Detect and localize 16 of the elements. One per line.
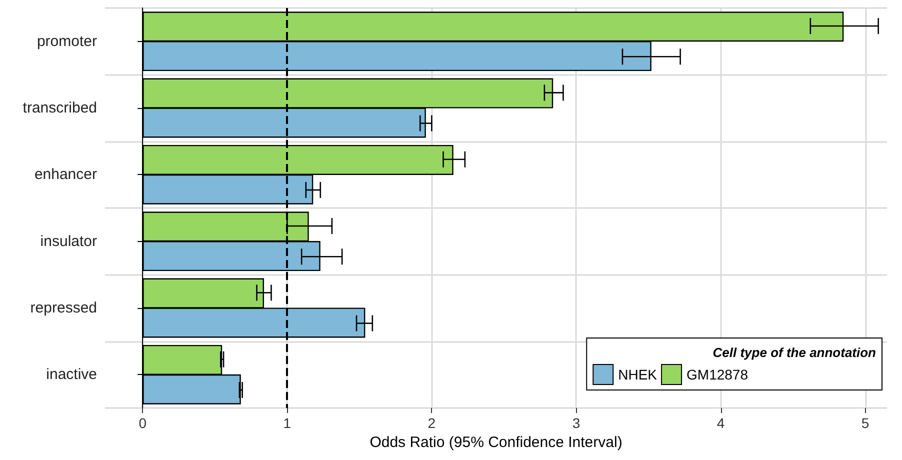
y-tick-label: transcribed <box>22 100 97 116</box>
legend-label: GM12878 <box>686 366 748 382</box>
x-tick-label: 3 <box>572 415 580 431</box>
y-tick-label: insulator <box>40 232 97 250</box>
y-tick-label: inactive <box>46 366 97 384</box>
x-tick-label: 4 <box>716 415 725 431</box>
y-tick-label: promoter <box>36 32 97 50</box>
legend-label: NHEK <box>618 366 658 382</box>
x-tick-label: 1 <box>283 415 292 431</box>
y-tick-label: enhancer <box>34 166 97 184</box>
x-tick-label: 5 <box>861 415 870 431</box>
legend-title: Cell type of the annotation <box>712 345 876 360</box>
y-tick-label: repressed <box>30 300 97 316</box>
x-axis-title: Odds Ratio (95% Confidence Interval) <box>370 434 622 451</box>
x-tick-label: 2 <box>428 415 436 431</box>
x-tick-label: 0 <box>138 415 147 431</box>
